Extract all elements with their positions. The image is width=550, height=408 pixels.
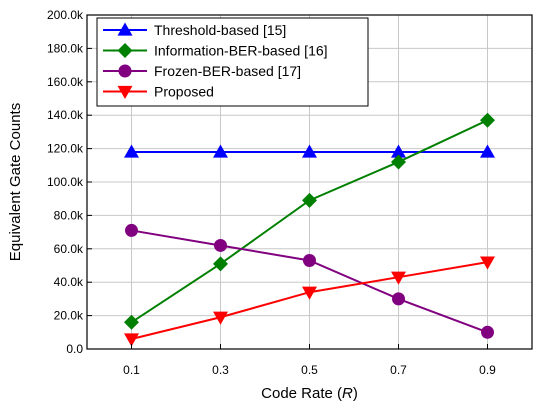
y-tick-label: 200.0k	[47, 8, 84, 22]
legend-entry: Threshold-based [15]	[103, 22, 286, 38]
legend-label: Threshold-based [15]	[154, 22, 286, 38]
legend-entry: Proposed	[103, 84, 214, 100]
x-axis-title: Code Rate (R)	[261, 385, 358, 402]
y-tick-label: 140.0k	[47, 108, 84, 122]
y-tick-label: 160.0k	[47, 75, 84, 89]
legend-label: Proposed	[154, 84, 214, 100]
legend-label: Information-BER-based [16]	[154, 43, 328, 59]
legend-entry: Frozen-BER-based [17]	[103, 63, 301, 79]
y-tick-label: 20.0k	[54, 309, 84, 323]
x-tick-label: 0.1	[123, 363, 140, 377]
data-point	[124, 314, 139, 330]
x-tick-label: 0.7	[390, 363, 407, 377]
data-point	[124, 144, 139, 158]
data-point	[125, 223, 138, 237]
y-axis-title: Equivalent Gate Counts	[7, 103, 24, 261]
y-tick-label: 100.0k	[47, 175, 84, 189]
data-point	[391, 144, 406, 158]
x-axis-ticks: 0.1 0.3 0.5 0.7 0.9	[123, 344, 496, 377]
y-axis-ticks: 0.0 20.0k 40.0k 60.0k 80.0k 100.0k 120.0k 140.0…	[47, 8, 92, 356]
data-point	[303, 253, 316, 267]
data-point	[391, 154, 406, 170]
x-tick-label: 0.3	[212, 363, 229, 377]
data-point	[302, 192, 317, 208]
legend-entry: Information-BER-based [16]	[103, 43, 328, 59]
series-layer	[124, 112, 495, 347]
y-tick-label: 60.0k	[54, 242, 84, 256]
data-point	[302, 144, 317, 158]
y-tick-label: 120.0k	[47, 142, 84, 156]
data-point	[391, 271, 406, 285]
data-point	[392, 292, 405, 306]
data-point	[213, 144, 228, 158]
series-4	[124, 256, 495, 347]
y-tick-label: 180.0k	[47, 41, 84, 55]
x-tick-label: 0.5	[301, 363, 318, 377]
y-tick-label: 80.0k	[54, 208, 84, 222]
data-point	[480, 144, 495, 158]
y-tick-label: 40.0k	[54, 275, 84, 289]
data-point	[213, 256, 228, 272]
data-point	[302, 286, 317, 300]
y-tick-label: 0.0	[66, 342, 83, 356]
legend-marker	[117, 85, 133, 99]
data-point	[480, 256, 495, 270]
data-point	[481, 325, 494, 339]
data-point	[214, 238, 227, 252]
series-1	[124, 144, 495, 158]
data-point	[213, 311, 228, 325]
legend-marker	[118, 64, 132, 78]
legend-label: Frozen-BER-based [17]	[154, 63, 301, 79]
legend-marker	[117, 22, 133, 36]
legend: Threshold-based [15] Information-BER-base…	[96, 17, 369, 107]
x-tick-label: 0.9	[479, 363, 496, 377]
data-point	[480, 112, 495, 128]
data-point	[124, 333, 139, 347]
legend-marker	[117, 43, 133, 58]
series-3	[125, 223, 494, 339]
series-2	[124, 112, 495, 330]
